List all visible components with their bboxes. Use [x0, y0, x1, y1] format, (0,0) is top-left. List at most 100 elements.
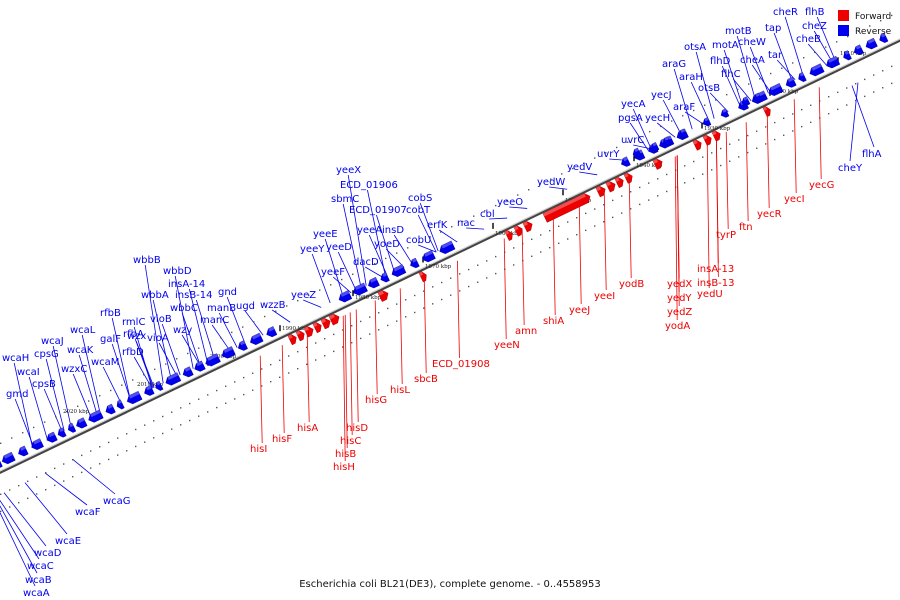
gene-connector: [419, 202, 439, 252]
guide-dot: [549, 246, 551, 249]
gene-label: cpsG: [34, 349, 59, 360]
guide-dot: [836, 41, 838, 43]
guide-dot: [748, 83, 750, 85]
forward-gene-arrow: [287, 334, 297, 346]
guide-dot: [405, 316, 407, 318]
forward-gene-arrow: [513, 225, 523, 237]
guide-dot: [330, 284, 332, 286]
guide-dot: [352, 273, 354, 275]
guide-dot: [308, 294, 310, 297]
guide-dot: [477, 281, 479, 283]
reverse-gene-arrow: [798, 71, 807, 82]
gene-label: cobS: [408, 193, 432, 204]
guide-dot: [33, 426, 35, 429]
gene-label: wbbA: [141, 290, 169, 301]
gene-label: cobU: [406, 235, 431, 246]
forward-gene-arrow: [295, 330, 305, 342]
guide-dot: [378, 329, 380, 331]
gene-label: ECD_01907: [349, 205, 407, 216]
guide-dot: [18, 501, 20, 504]
forward-gene-arrow: [623, 172, 633, 184]
gene-label: cheR: [773, 7, 798, 18]
gene-label: hisG: [365, 395, 387, 406]
guide-dot: [576, 216, 578, 219]
gene-label: yedZ: [667, 307, 692, 318]
guide-dot: [54, 484, 56, 487]
guide-dot: [432, 286, 434, 288]
guide-dot: [726, 93, 728, 96]
gene-label: amn: [515, 326, 537, 337]
guide-dot: [243, 376, 245, 379]
gene-label: wcaK: [67, 345, 94, 356]
gene-label: rfbD: [122, 347, 144, 358]
guide-dot: [44, 421, 46, 423]
guide-dot: [418, 241, 420, 244]
guide-dot: [0, 510, 2, 512]
guide-dot: [774, 138, 776, 141]
guide-dot: [341, 278, 343, 281]
gene-label: yeeZ: [291, 290, 316, 301]
reverse-gene-arrow: [76, 417, 88, 429]
guide-dot: [135, 445, 137, 448]
guide-dot: [81, 454, 83, 457]
gene-connector: [14, 398, 34, 446]
guide-dot: [759, 78, 761, 80]
guide-dot: [495, 272, 497, 275]
forward-gene-arrow: [312, 322, 322, 334]
gene-label: wcaI: [17, 367, 40, 378]
gene-label: hisB: [335, 449, 356, 460]
guide-dot: [396, 303, 398, 305]
guide-dot: [374, 262, 376, 265]
gene-connector: [503, 238, 507, 340]
guide-dot: [657, 195, 659, 197]
guide-dot: [243, 393, 245, 396]
gene-connector: [133, 356, 153, 389]
gene-label: otsA: [684, 42, 706, 53]
guide-dot: [792, 62, 794, 64]
gene-connector: [813, 30, 833, 63]
guide-dot: [567, 221, 569, 223]
guide-dot: [594, 208, 596, 210]
gene-connector: [732, 78, 752, 102]
guide-dot: [198, 347, 200, 349]
reverse-gene-arrow: [768, 83, 784, 96]
gene-label: wcaL: [70, 325, 96, 336]
guide-dot: [121, 384, 123, 386]
guide-dot: [315, 359, 317, 361]
gene-connector: [784, 16, 804, 77]
gene-connector: [311, 253, 331, 304]
guide-dot: [459, 290, 461, 292]
gene-connector: [44, 472, 88, 506]
gene-connector: [438, 229, 458, 243]
guide-dot: [360, 337, 362, 340]
guide-dot: [99, 395, 101, 397]
gene-label: yeeI: [594, 291, 615, 302]
reverse-gene-arrow: [391, 264, 407, 277]
gene-label: ugd: [236, 301, 255, 312]
guide-dot: [819, 117, 821, 119]
guide-dot: [429, 236, 431, 238]
guide-dot: [468, 268, 470, 271]
gene-label: yecJ: [651, 90, 672, 101]
guide-dot: [143, 373, 145, 376]
guide-dot: [363, 268, 365, 270]
guide-dot: [36, 476, 38, 478]
guide-dot: [539, 183, 541, 186]
tick-label: 1980 kbp: [355, 295, 382, 301]
guide-dot: [288, 355, 290, 357]
guide-dot: [369, 316, 371, 318]
gene-label: wzzB: [260, 300, 286, 311]
gene-label: motA: [712, 40, 739, 51]
guide-dot: [630, 191, 632, 193]
gene-label: yeeA: [357, 225, 382, 236]
guide-dot: [286, 305, 288, 307]
guide-dot: [0, 493, 2, 495]
guide-dot: [423, 290, 425, 292]
guide-dot: [72, 459, 74, 461]
guide-dot: [756, 130, 758, 132]
guide-dot: [270, 380, 272, 383]
guide-dot: [684, 182, 686, 184]
guide-dot: [220, 336, 222, 339]
gene-connector: [344, 314, 348, 449]
guide-dot: [576, 233, 578, 236]
